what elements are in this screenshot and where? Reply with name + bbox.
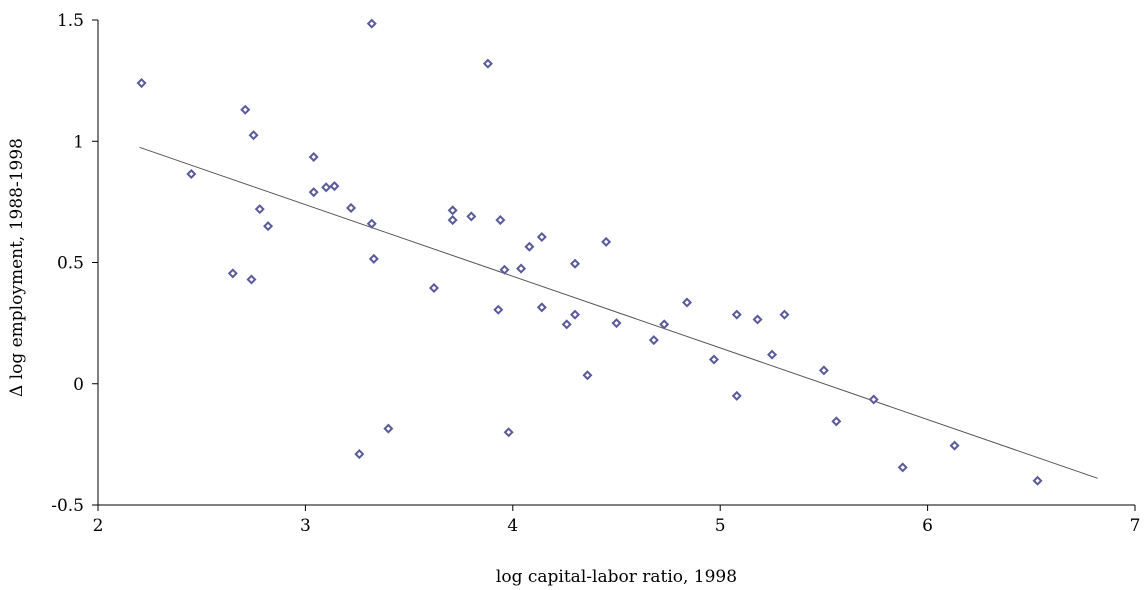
data-point xyxy=(659,319,670,330)
data-point xyxy=(570,309,581,320)
data-point xyxy=(648,335,659,346)
data-point xyxy=(779,309,790,320)
data-point xyxy=(447,215,458,226)
x-tick-label: 6 xyxy=(922,516,933,536)
y-tick-label: 0.5 xyxy=(57,254,84,274)
data-point xyxy=(308,151,319,163)
data-point xyxy=(254,204,265,215)
data-point xyxy=(366,218,377,229)
data-point xyxy=(601,236,612,247)
axes xyxy=(97,20,1135,506)
data-point xyxy=(868,394,879,405)
data-point xyxy=(767,349,778,360)
data-point xyxy=(1032,475,1043,486)
data-point xyxy=(366,18,377,29)
x-tick-label: 5 xyxy=(715,516,726,536)
data-point xyxy=(682,297,693,308)
data-point xyxy=(383,423,394,434)
x-tick-label: 3 xyxy=(300,516,311,536)
data-point xyxy=(227,268,238,279)
data-point xyxy=(329,181,340,192)
data-point xyxy=(570,258,581,269)
data-point xyxy=(493,304,504,315)
y-tick-label: -0.5 xyxy=(51,496,84,516)
data-point xyxy=(321,182,332,193)
y-tick-label: 1.5 xyxy=(57,11,84,31)
data-point xyxy=(240,104,251,115)
data-point xyxy=(246,274,257,285)
data-point xyxy=(611,318,622,329)
trendline-layer xyxy=(139,146,1098,479)
y-axis-title: Δ log employment, 1988-1998 xyxy=(7,138,27,397)
data-point xyxy=(708,354,719,365)
data-point xyxy=(582,370,593,381)
x-axis-title: log capital-labor ratio, 1998 xyxy=(496,567,737,587)
data-point xyxy=(536,232,547,243)
data-point xyxy=(831,416,842,427)
x-tick-label: 7 xyxy=(1130,516,1141,536)
data-point xyxy=(495,215,506,226)
data-point xyxy=(447,205,458,216)
points-layer xyxy=(136,18,1043,486)
data-point xyxy=(263,221,274,232)
data-point xyxy=(516,263,527,274)
trendline xyxy=(139,146,1098,479)
data-point xyxy=(354,449,365,460)
data-point xyxy=(466,211,477,222)
data-point xyxy=(368,253,379,264)
data-point xyxy=(949,440,960,451)
data-point xyxy=(482,58,493,69)
data-point xyxy=(731,309,742,320)
data-point xyxy=(524,241,535,252)
data-point xyxy=(561,319,572,330)
x-tick-label: 2 xyxy=(93,516,104,536)
data-point xyxy=(186,168,197,180)
data-point xyxy=(897,462,908,473)
data-point xyxy=(818,365,829,376)
data-point xyxy=(308,187,319,198)
data-point xyxy=(428,282,440,293)
data-point xyxy=(752,314,763,325)
y-tick-label: 0 xyxy=(73,375,84,395)
data-point xyxy=(248,130,259,141)
data-point xyxy=(503,427,514,438)
x-ticks: 2 3 4 5 6 7 xyxy=(93,505,1141,536)
data-point xyxy=(731,390,742,401)
data-point xyxy=(536,302,547,313)
data-point xyxy=(499,264,510,275)
data-point xyxy=(136,78,147,89)
y-ticks: -0.5 0 0.5 1 1.5 xyxy=(51,11,98,516)
data-point xyxy=(346,202,357,213)
x-tick-label: 4 xyxy=(507,516,518,536)
y-tick-label: 1 xyxy=(73,132,84,152)
